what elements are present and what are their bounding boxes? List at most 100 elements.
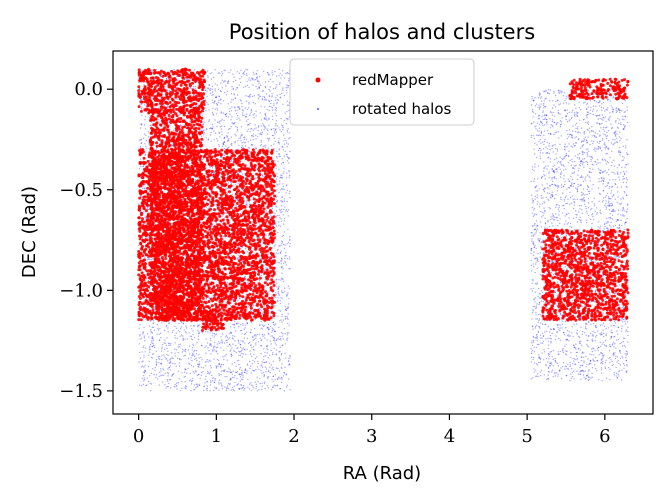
halo-point: [255, 382, 256, 383]
halo-point: [221, 364, 222, 365]
halo-point: [176, 366, 177, 367]
halo-point: [177, 337, 178, 338]
halo-point: [166, 348, 167, 349]
halo-point: [185, 349, 186, 350]
halo-point: [264, 106, 265, 107]
halo-point: [230, 69, 231, 70]
halo-point: [144, 124, 145, 125]
halo-point: [282, 201, 283, 202]
halo-point: [238, 106, 239, 107]
halo-point: [203, 122, 204, 123]
halo-point: [255, 86, 256, 87]
halo-point: [569, 160, 570, 161]
halo-point: [234, 382, 235, 383]
halo-point: [222, 269, 223, 270]
halo-point: [539, 95, 540, 96]
halo-point: [205, 379, 206, 380]
halo-point: [176, 388, 177, 389]
halo-point: [288, 215, 289, 216]
halo-point: [267, 72, 268, 73]
halo-point: [153, 374, 154, 375]
halo-point: [220, 157, 221, 158]
halo-point: [262, 334, 263, 335]
halo-point: [247, 387, 248, 388]
halo-point: [268, 140, 269, 141]
halo-point: [282, 336, 283, 337]
halo-point: [140, 127, 141, 128]
halo-point: [253, 117, 254, 118]
halo-point: [543, 252, 544, 253]
halo-point: [602, 361, 603, 362]
halo-point: [283, 140, 284, 141]
halo-point: [248, 306, 249, 307]
halo-point: [289, 364, 290, 365]
halo-point: [218, 383, 219, 384]
halo-point: [156, 364, 157, 365]
halo-point: [152, 338, 153, 339]
halo-point: [188, 349, 189, 350]
halo-point: [140, 339, 141, 340]
halo-point: [273, 105, 274, 106]
halo-point: [199, 361, 200, 362]
halo-point: [210, 380, 211, 381]
halo-point: [171, 375, 172, 376]
halo-point: [149, 347, 150, 348]
halo-point: [140, 357, 141, 358]
halo-point: [272, 81, 273, 82]
halo-point: [248, 102, 249, 103]
halo-point: [257, 80, 258, 81]
halo-point: [186, 327, 187, 328]
halo-point: [253, 136, 254, 137]
halo-point: [236, 366, 237, 367]
halo-point: [201, 375, 202, 376]
halo-point: [271, 93, 272, 94]
halo-point: [212, 108, 213, 109]
halo-point: [255, 342, 256, 343]
halo-point: [247, 282, 248, 283]
halo-point: [178, 330, 179, 331]
halo-point: [249, 368, 250, 369]
halo-point: [556, 158, 557, 159]
halo-point: [190, 357, 191, 358]
halo-point: [231, 347, 232, 348]
halo-point: [281, 260, 282, 261]
halo-point: [546, 90, 547, 91]
halo-point: [285, 343, 286, 344]
halo-point: [202, 130, 203, 131]
halo-point: [228, 217, 229, 218]
halo-point: [274, 245, 275, 246]
halo-point: [620, 343, 621, 344]
halo-point: [551, 338, 552, 339]
halo-point: [192, 380, 193, 381]
halo-point: [532, 166, 533, 167]
halo-point: [275, 297, 276, 298]
halo-point: [278, 245, 279, 246]
halo-point: [581, 345, 582, 346]
halo-point: [160, 370, 161, 371]
halo-point: [277, 99, 278, 100]
halo-point: [275, 374, 276, 375]
halo-point: [263, 362, 264, 363]
halo-point: [587, 129, 588, 130]
halo-point: [280, 189, 281, 190]
halo-point: [247, 124, 248, 125]
halo-point: [144, 365, 145, 366]
halo-point: [249, 131, 250, 132]
halo-point: [159, 328, 160, 329]
halo-point: [278, 192, 279, 193]
halo-point: [287, 85, 288, 86]
halo-point: [274, 337, 275, 338]
halo-point: [284, 261, 285, 262]
halo-point: [218, 341, 219, 342]
halo-point: [591, 227, 592, 228]
halo-point: [604, 131, 605, 132]
halo-point: [269, 95, 270, 96]
halo-point: [542, 203, 543, 204]
halo-point: [258, 363, 259, 364]
halo-point: [234, 122, 235, 123]
halo-point: [257, 76, 258, 77]
halo-point: [184, 381, 185, 382]
halo-point: [224, 355, 225, 356]
halo-point: [289, 389, 290, 390]
halo-point: [152, 343, 153, 344]
